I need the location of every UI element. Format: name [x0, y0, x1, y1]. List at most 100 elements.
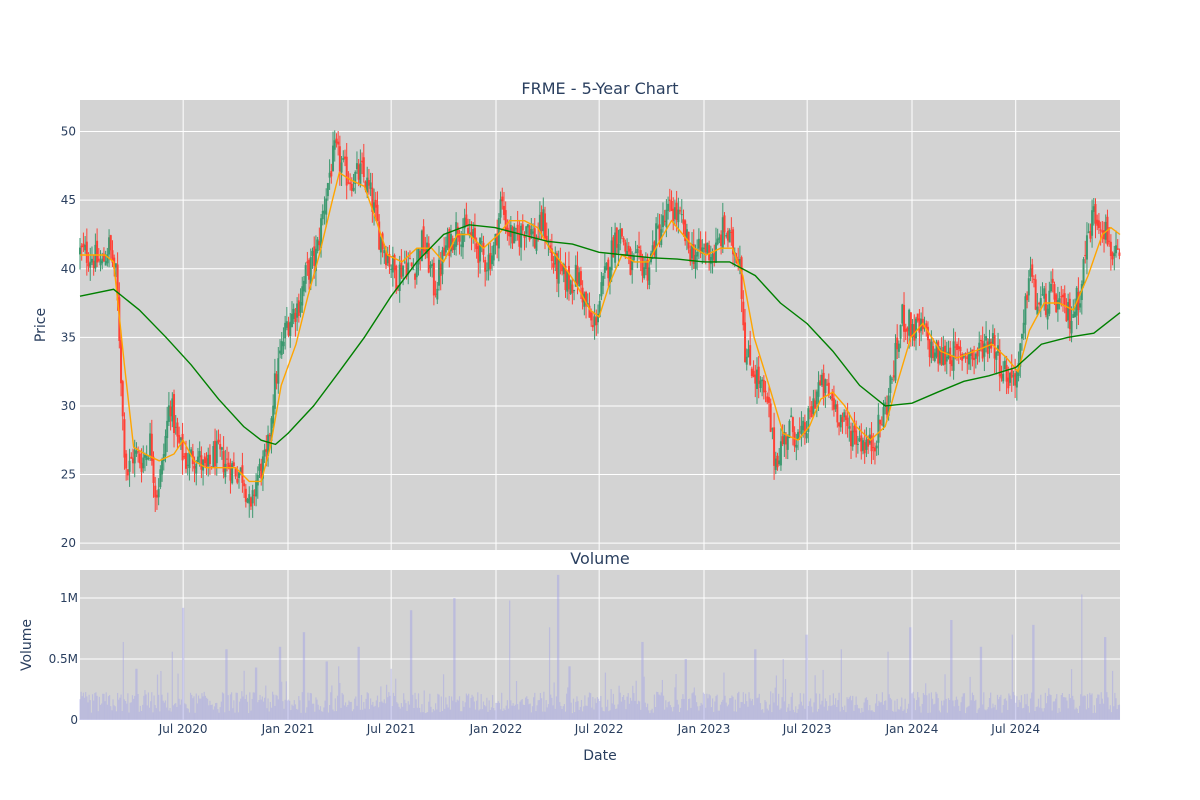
candlestick — [752, 360, 755, 378]
volume-bar — [281, 681, 283, 720]
candlestick — [1036, 293, 1039, 317]
candlestick — [786, 434, 789, 460]
volume-bar — [766, 708, 768, 720]
candlestick — [535, 234, 538, 255]
volume-bar — [941, 700, 943, 720]
volume-bar — [1076, 708, 1078, 720]
volume-bar — [405, 703, 407, 720]
candlestick — [448, 227, 451, 268]
volume-bar — [365, 698, 367, 720]
volume-bar — [381, 701, 383, 720]
volume-bar — [1059, 711, 1061, 720]
volume-bar — [268, 711, 270, 720]
volume-bar — [326, 661, 328, 720]
candlestick — [253, 489, 256, 506]
volume-bar — [603, 711, 605, 720]
volume-bar — [666, 707, 668, 720]
volume-bar — [379, 702, 381, 720]
volume-bar — [646, 703, 649, 720]
volume-bar — [593, 709, 595, 720]
candlestick — [143, 452, 146, 472]
volume-bar — [571, 713, 573, 720]
candlestick — [176, 417, 179, 449]
candlestick — [154, 476, 157, 513]
candlestick — [1027, 270, 1030, 303]
volume-bar — [167, 692, 169, 720]
volume-bar — [373, 706, 375, 720]
volume-bar — [497, 701, 499, 720]
candlestick — [361, 152, 364, 175]
volume-bar — [156, 674, 159, 720]
volume-bar — [438, 694, 440, 720]
candlestick — [296, 297, 299, 331]
volume-bar — [914, 710, 917, 720]
price-plot-background — [80, 100, 1120, 550]
candlestick — [1005, 355, 1008, 395]
volume-bar — [806, 634, 808, 720]
volume-bar — [537, 700, 539, 720]
candlestick — [525, 225, 528, 248]
volume-bar — [558, 574, 560, 720]
candlestick — [321, 204, 324, 226]
volume-bar — [332, 709, 334, 720]
candlestick — [249, 496, 252, 510]
volume-bar — [1104, 637, 1106, 720]
candlestick — [885, 395, 888, 422]
volume-bar — [1085, 709, 1087, 720]
volume-bar — [428, 701, 430, 720]
volume-bar — [382, 702, 384, 720]
volume-bar — [1029, 698, 1032, 720]
candlestick — [349, 173, 352, 191]
candlestick — [696, 239, 699, 271]
volume-bar — [898, 709, 901, 720]
volume-bar — [1032, 624, 1034, 720]
candlestick — [227, 451, 230, 470]
volume-bar — [1093, 705, 1095, 720]
volume-bar — [613, 704, 616, 720]
volume-bar — [805, 634, 807, 720]
volume-bar — [90, 712, 92, 720]
candlestick — [656, 213, 659, 230]
candlestick — [798, 417, 801, 440]
volume-bar — [816, 711, 819, 720]
volume-bar — [479, 709, 481, 720]
volume-bar — [340, 707, 342, 720]
candlestick — [147, 456, 150, 461]
candlestick — [294, 307, 297, 337]
volume-bar — [782, 659, 784, 720]
volume-bar — [693, 687, 695, 720]
volume-bar — [389, 695, 391, 720]
candlestick — [374, 191, 377, 222]
volume-bar — [862, 711, 864, 720]
volume-bar — [545, 700, 547, 720]
volume-bar — [640, 709, 642, 720]
volume-bar — [738, 691, 740, 720]
volume-bar — [375, 700, 377, 720]
candlestick — [981, 326, 984, 362]
volume-bar — [197, 695, 200, 720]
volume-bar — [713, 711, 715, 720]
candlestick — [745, 348, 748, 371]
candlestick — [145, 445, 148, 466]
volume-bar — [892, 710, 894, 720]
volume-bar — [135, 668, 137, 720]
candlestick — [383, 244, 386, 264]
candlestick — [791, 416, 794, 446]
candlestick — [130, 452, 133, 459]
volume-bar — [397, 703, 399, 720]
volume-bar — [577, 701, 579, 720]
volume-bar — [774, 687, 776, 720]
volume-bar — [501, 692, 503, 720]
volume-bar — [327, 712, 330, 720]
volume-bar — [186, 708, 188, 720]
volume-bar — [85, 692, 87, 720]
candlestick — [891, 377, 894, 384]
volume-bar — [224, 712, 226, 720]
volume-bar — [111, 710, 113, 720]
volume-bar — [97, 711, 99, 720]
candlestick — [634, 240, 637, 254]
candlestick — [578, 267, 581, 287]
volume-bar — [1100, 692, 1102, 720]
candlestick — [390, 264, 393, 278]
volume-bar — [91, 694, 94, 720]
